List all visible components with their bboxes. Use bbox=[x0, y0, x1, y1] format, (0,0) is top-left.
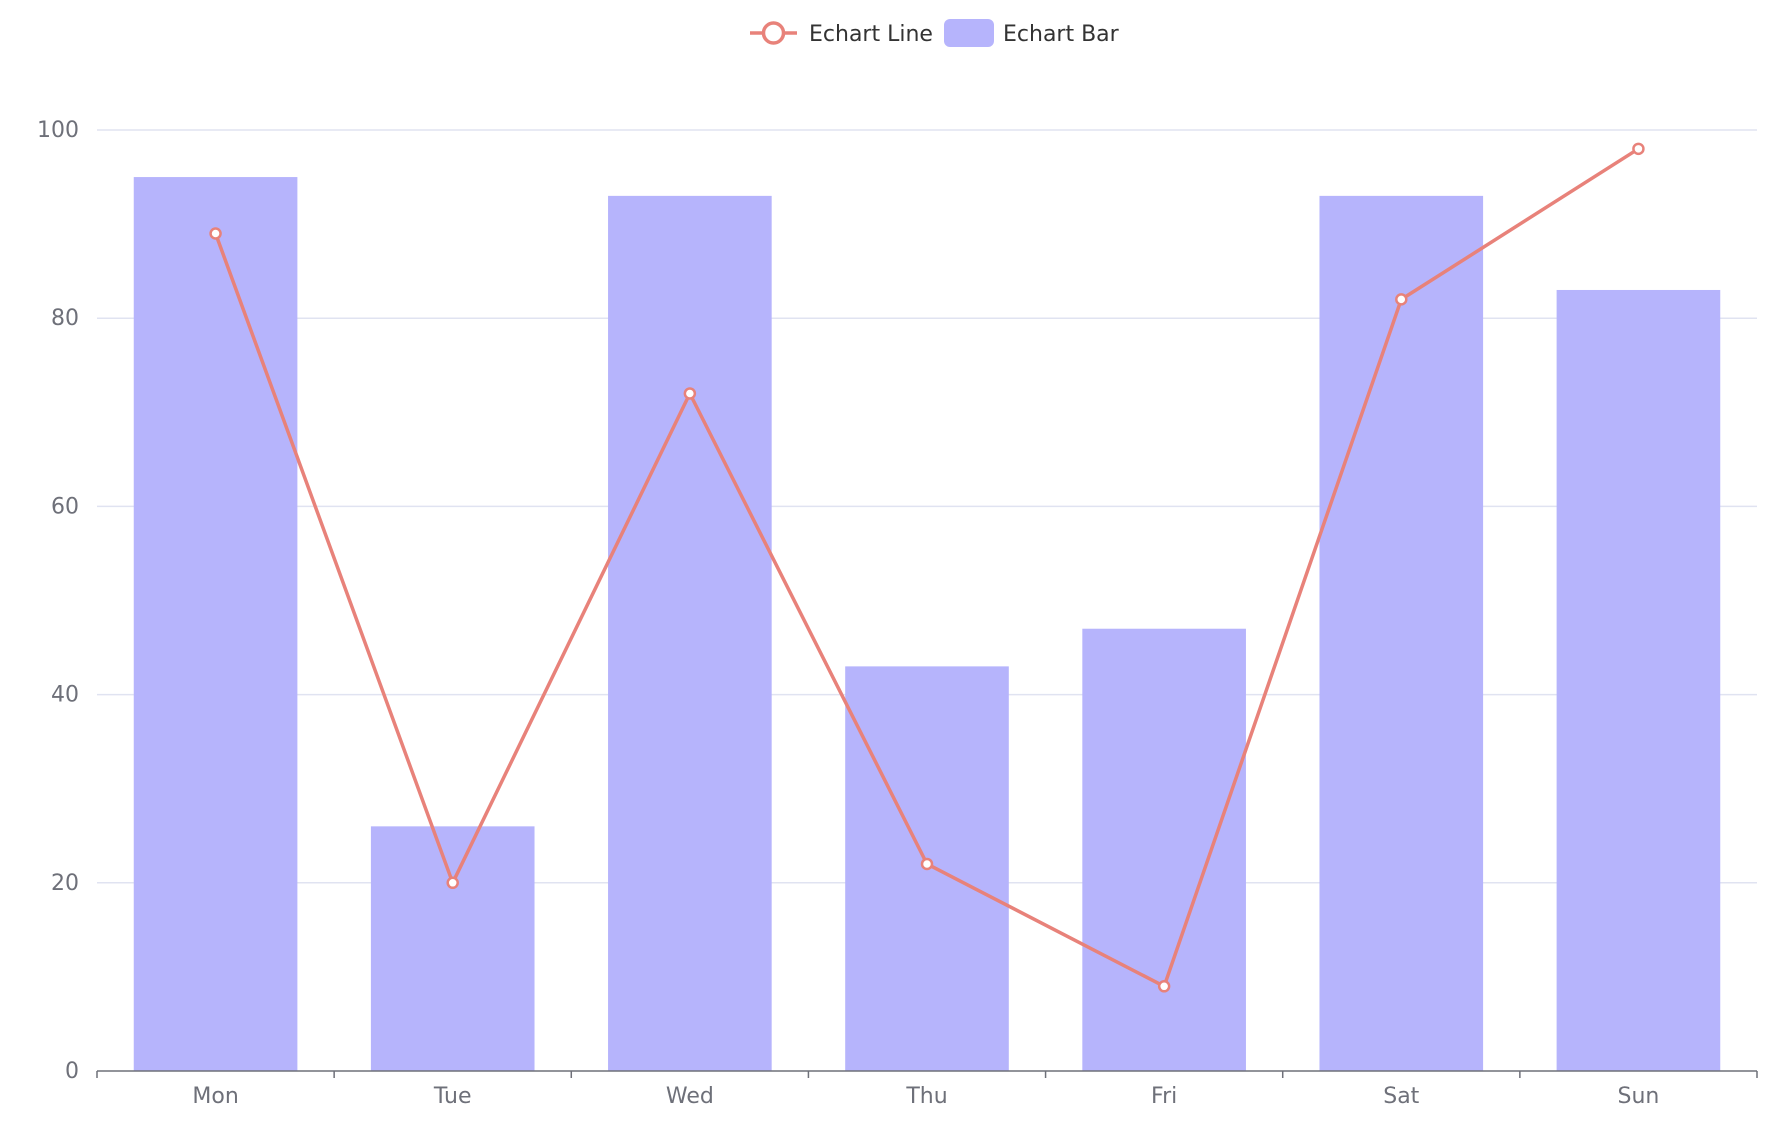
line-series bbox=[209, 142, 1645, 993]
x-tick-label: Sat bbox=[1383, 1084, 1419, 1109]
y-tick-label: 100 bbox=[37, 118, 79, 143]
legend-line-marker bbox=[761, 21, 786, 45]
legend-label: Echart Bar bbox=[1003, 22, 1120, 47]
y-tick-label: 20 bbox=[51, 871, 79, 896]
legend-item-line[interactable]: Echart Line bbox=[750, 21, 933, 47]
legend-label: Echart Line bbox=[809, 22, 933, 47]
line-point-sat[interactable] bbox=[1395, 293, 1408, 306]
y-tick-label: 80 bbox=[51, 306, 79, 331]
bar-mon[interactable] bbox=[133, 177, 298, 1072]
y-tick-label: 0 bbox=[65, 1059, 79, 1084]
line-point-thu[interactable] bbox=[920, 857, 934, 871]
bar-tue[interactable] bbox=[370, 826, 535, 1071]
x-tick-label: Wed bbox=[666, 1084, 714, 1109]
bar-series bbox=[133, 177, 1721, 1072]
x-tick-label: Sun bbox=[1617, 1084, 1659, 1109]
line-point-wed[interactable] bbox=[683, 387, 697, 400]
line-point-mon[interactable] bbox=[209, 227, 222, 240]
line-point-tue[interactable] bbox=[446, 876, 459, 890]
y-axis: 0 20 40 60 80 100 bbox=[37, 118, 79, 1084]
line-point-fri[interactable] bbox=[1157, 980, 1171, 993]
legend[interactable]: Echart Line Echart Bar bbox=[750, 19, 1120, 47]
x-tick-label: Fri bbox=[1151, 1084, 1177, 1109]
bar-wed[interactable] bbox=[608, 195, 772, 1071]
x-tick-label: Thu bbox=[905, 1084, 947, 1109]
x-tick-label: Mon bbox=[192, 1084, 238, 1109]
legend-item-bar[interactable]: Echart Bar bbox=[944, 19, 1120, 47]
y-tick-label: 60 bbox=[51, 494, 79, 519]
bar-fri[interactable] bbox=[1082, 628, 1246, 1071]
bar-sun[interactable] bbox=[1556, 289, 1721, 1072]
x-axis: Mon Tue Wed Thu Fri Sat Sun bbox=[96, 1070, 1758, 1109]
bar-sat[interactable] bbox=[1319, 195, 1484, 1071]
legend-bar-swatch bbox=[944, 19, 994, 47]
line-point-sun[interactable] bbox=[1632, 142, 1645, 156]
y-tick-label: 40 bbox=[51, 683, 79, 708]
x-tick-label: Tue bbox=[433, 1084, 472, 1109]
